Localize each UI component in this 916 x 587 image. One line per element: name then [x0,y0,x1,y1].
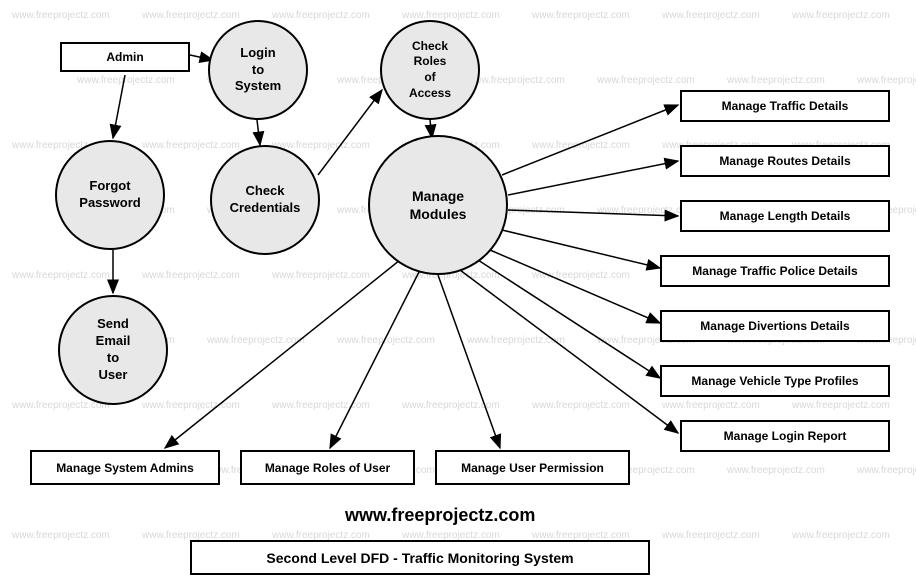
watermark: www.freeprojectz.com [207,335,305,346]
watermark: www.freeprojectz.com [857,75,916,86]
watermark: www.freeprojectz.com [402,400,500,411]
watermark: www.freeprojectz.com [272,400,370,411]
watermark: www.freeprojectz.com [142,270,240,281]
watermark: www.freeprojectz.com [272,270,370,281]
watermark: www.freeprojectz.com [337,335,435,346]
admins-rect: Manage System Admins [30,450,220,485]
watermark: www.freeprojectz.com [792,400,890,411]
routes-rect: Manage Routes Details [680,145,890,177]
check-credentials-circle: CheckCredentials [210,145,320,255]
watermark: www.freeprojectz.com [467,75,565,86]
watermark: www.freeprojectz.com [662,530,760,541]
watermark: www.freeprojectz.com [597,75,695,86]
watermark: www.freeprojectz.com [272,10,370,21]
watermark: www.freeprojectz.com [467,335,565,346]
watermark: www.freeprojectz.com [727,75,825,86]
admin-rect: Admin [60,42,190,72]
watermark: www.freeprojectz.com [792,10,890,21]
roles-rect: Manage Roles of User [240,450,415,485]
watermark: www.freeprojectz.com [142,10,240,21]
send-email-circle: SendEmailtoUser [58,295,168,405]
watermark: www.freeprojectz.com [402,10,500,21]
divertions-rect: Manage Divertions Details [660,310,890,342]
watermark: www.freeprojectz.com [662,400,760,411]
watermark: www.freeprojectz.com [12,530,110,541]
watermark: www.freeprojectz.com [532,270,630,281]
watermark: www.freeprojectz.com [727,465,825,476]
check-roles-circle: CheckRolesofAccess [380,20,480,120]
login-report-rect: Manage Login Report [680,420,890,452]
watermark: www.freeprojectz.com [532,10,630,21]
forgot-password-circle: ForgotPassword [55,140,165,250]
traffic-rect: Manage Traffic Details [680,90,890,122]
watermark: www.freeprojectz.com [532,400,630,411]
length-rect: Manage Length Details [680,200,890,232]
watermark: www.freeprojectz.com [662,10,760,21]
title-rect: Second Level DFD - Traffic Monitoring Sy… [190,540,650,575]
watermark: www.freeprojectz.com [142,140,240,151]
manage-modules-circle: ManageModules [368,135,508,275]
permission-rect: Manage User Permission [435,450,630,485]
watermark: www.freeprojectz.com [77,75,175,86]
watermark: www.freeprojectz.com [12,10,110,21]
vehicle-rect: Manage Vehicle Type Profiles [660,365,890,397]
watermark: www.freeprojectz.com [142,400,240,411]
watermark: www.freeprojectz.com [532,140,630,151]
watermark: www.freeprojectz.com [857,465,916,476]
watermark: www.freeprojectz.com [792,530,890,541]
url-text: www.freeprojectz.com [345,505,535,526]
login-circle: LogintoSystem [208,20,308,120]
watermark: www.freeprojectz.com [12,270,110,281]
police-rect: Manage Traffic Police Details [660,255,890,287]
